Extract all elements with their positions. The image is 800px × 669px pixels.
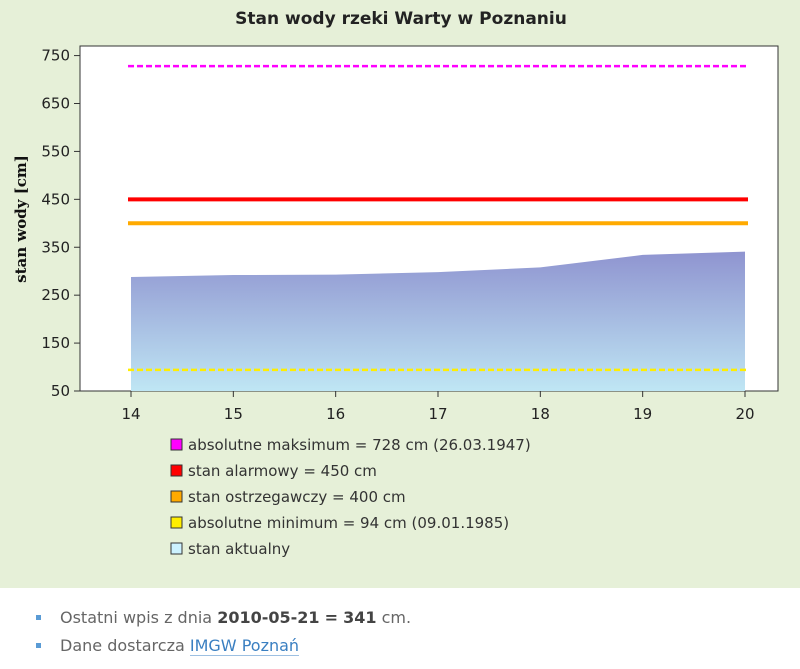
legend-swatch (170, 438, 183, 451)
last-entry-value: 341 (343, 608, 377, 627)
area-series-current-level (131, 251, 745, 391)
legend-label: stan alarmowy = 450 cm (188, 462, 377, 480)
legend-swatch (170, 542, 183, 555)
x-tick-label: 14 (121, 405, 140, 423)
y-axis-label: stan wody [cm] (12, 155, 30, 283)
x-tick-label: 20 (735, 405, 754, 423)
x-tick-label: 18 (531, 405, 550, 423)
legend-label: stan ostrzegawczy = 400 cm (188, 488, 406, 506)
chart-panel: Stan wody rzeki Warty w Poznaniu 50 150 25… (0, 0, 800, 588)
bullet-icon (36, 615, 41, 620)
legend-label: absolutne maksimum = 728 cm (26.03.1947) (188, 436, 531, 454)
x-tick-label: 17 (428, 405, 447, 423)
last-entry-date: 2010-05-21 (217, 608, 320, 627)
x-tick-label: 15 (224, 405, 243, 423)
y-tick-label: 250 (41, 286, 70, 304)
y-tick-label: 50 (51, 382, 70, 400)
legend-label: absolutne minimum = 94 cm (09.01.1985) (188, 514, 509, 532)
y-tick-label: 650 (41, 95, 70, 113)
y-tick-label: 750 (41, 47, 70, 65)
footer-info: Ostatni wpis z dnia 2010-05-21 = 341 cm.… (36, 604, 411, 660)
source-item: Dane dostarcza IMGW Poznań (36, 632, 411, 660)
y-tick-label: 550 (41, 142, 70, 160)
y-tick-label: 150 (41, 334, 70, 352)
last-entry-item: Ostatni wpis z dnia 2010-05-21 = 341 cm. (36, 604, 411, 632)
x-tick-label: 16 (326, 405, 345, 423)
imgw-poznan-link[interactable]: IMGW Poznań (189, 636, 300, 656)
last-entry-prefix: Ostatni wpis z dnia (60, 608, 213, 627)
last-entry-equals: = (324, 608, 339, 627)
y-tick-label: 450 (41, 190, 70, 208)
legend-swatch (170, 464, 183, 477)
y-tick-label: 350 (41, 238, 70, 256)
bullet-icon (36, 643, 41, 648)
chart-title: Stan wody rzeki Warty w Poznaniu (235, 9, 567, 29)
legend-label: stan aktualny (188, 540, 290, 558)
x-tick-label: 19 (633, 405, 652, 423)
last-entry-unit: cm. (381, 608, 412, 627)
legend-swatch (170, 490, 183, 503)
water-level-chart: Stan wody rzeki Warty w Poznaniu 50 150 25… (12, 9, 779, 558)
source-prefix: Dane dostarcza (60, 636, 185, 655)
legend-swatch (170, 516, 183, 529)
